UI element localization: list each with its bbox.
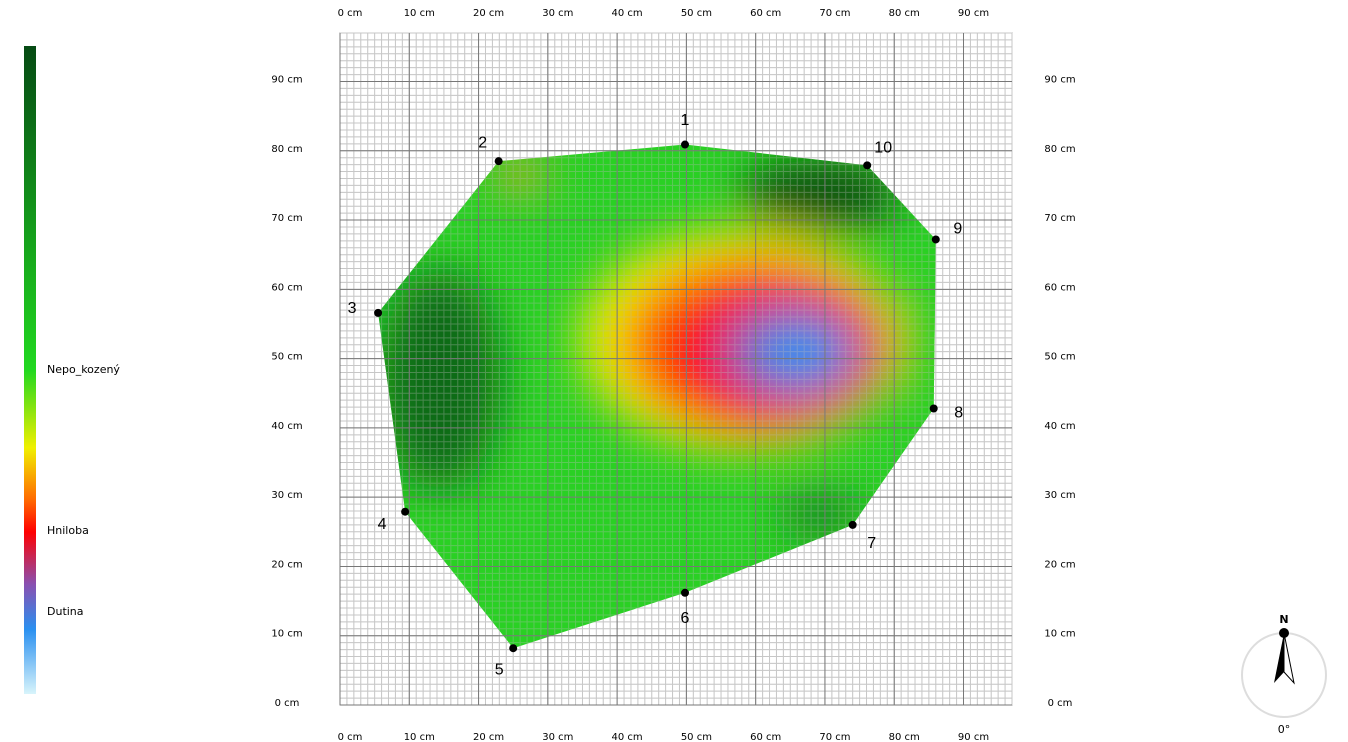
y-tick-label: 20 cm [271,559,302,570]
compass-needle [1274,633,1284,683]
x-tick-label: 60 cm [750,8,781,19]
y-tick-label: 30 cm [271,490,302,501]
x-tick-label: 40 cm [612,732,643,742]
y-tick-label: 70 cm [1044,213,1075,224]
x-tick-label: 20 cm [473,8,504,19]
x-tick-label: 10 cm [404,8,435,19]
x-tick-label: 50 cm [681,732,712,742]
y-tick-label: 80 cm [271,144,302,155]
x-tick-label: 30 cm [542,8,573,19]
sensor-point [681,588,690,597]
sensor-point [931,235,940,244]
y-tick-label: 60 cm [271,282,302,293]
x-tick-label: 50 cm [681,8,712,19]
y-tick-label: 0 cm [275,698,300,709]
y-tick-label: 40 cm [271,421,302,432]
x-tick-label: 60 cm [750,732,781,742]
x-tick-label: 90 cm [958,732,989,742]
y-tick-label: 40 cm [1044,421,1075,432]
y-tick-label: 70 cm [271,213,302,224]
sensor-label: 3 [348,300,357,317]
x-tick-label: 10 cm [404,732,435,742]
y-tick-label: 90 cm [271,74,302,85]
sensor-point [929,404,938,413]
x-tick-label: 0 cm [338,732,363,742]
y-tick-label: 90 cm [1044,74,1075,85]
sensor-point [494,157,503,166]
sensor-point [401,507,410,516]
sensor-point [374,308,383,317]
y-tick-label: 20 cm [1044,559,1075,570]
legend-label: Nepo_kozený [47,363,120,376]
sensor-label: 10 [874,140,892,157]
x-tick-label: 70 cm [819,732,850,742]
sensor-point [681,140,690,149]
y-tick-label: 60 cm [1044,282,1075,293]
sensor-label: 7 [867,535,876,552]
x-tick-label: 20 cm [473,732,504,742]
x-tick-label: 0 cm [338,8,363,19]
sensor-label: 8 [954,405,963,422]
sensor-point [863,161,872,170]
y-tick-label: 50 cm [1044,352,1075,363]
sensor-label: 4 [378,516,387,533]
sensor-point [848,520,857,529]
compass-north: N [1279,613,1288,626]
x-tick-label: 40 cm [612,8,643,19]
x-tick-label: 30 cm [542,732,573,742]
y-tick-label: 10 cm [1044,629,1075,640]
sensor-label: 2 [478,134,487,151]
compass-needle [1283,632,1295,685]
y-tick-label: 0 cm [1048,698,1073,709]
x-tick-label: 80 cm [889,8,920,19]
y-tick-label: 10 cm [271,629,302,640]
x-tick-label: 70 cm [819,8,850,19]
x-tick-label: 80 cm [889,732,920,742]
y-tick-label: 80 cm [1044,144,1075,155]
compass-angle: 0° [1278,723,1291,736]
sensor-label: 9 [953,221,962,238]
y-tick-label: 30 cm [1044,490,1075,501]
sensor-label: 6 [681,610,690,627]
sensor-label: 1 [681,112,690,129]
sensor-point [509,644,518,653]
legend-label: Hniloba [47,524,89,537]
legend-colorbar [24,46,36,694]
legend-label: Dutina [47,605,84,618]
sensor-label: 5 [495,661,504,678]
y-tick-label: 50 cm [271,352,302,363]
x-tick-label: 90 cm [958,8,989,19]
compass-pivot [1279,628,1289,638]
